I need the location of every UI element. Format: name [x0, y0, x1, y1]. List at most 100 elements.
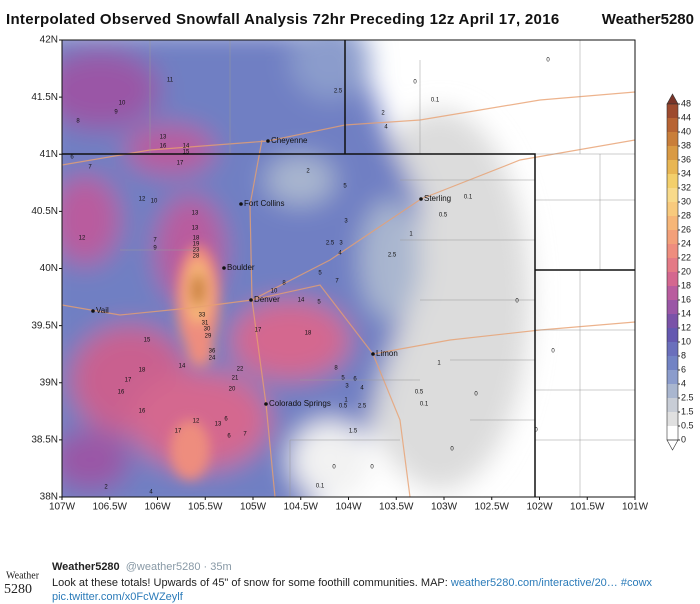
colorbar-swatch	[667, 328, 678, 342]
colorbar-swatch	[667, 230, 678, 244]
snow-amount: 2	[306, 169, 310, 175]
snow-amount: 29	[205, 334, 212, 340]
snow-amount: 14	[183, 144, 190, 150]
lat-label: 42N	[40, 35, 58, 46]
snow-amount: 1	[409, 232, 413, 238]
colorbar-label: 10	[681, 336, 691, 346]
colorbar-swatch	[667, 258, 678, 272]
tweet-pic[interactable]: pic.twitter.com/x0FcWZeylf	[52, 591, 184, 603]
snow-amount: 21	[232, 376, 239, 382]
tweet-name[interactable]: Weather5280	[52, 561, 120, 573]
snow-amount: 0	[546, 58, 550, 64]
lat-label: 39.5N	[31, 320, 58, 331]
snow-amount: 0.1	[420, 402, 429, 408]
tweet: Weather5280 @weather5280 · 35m	[52, 561, 232, 573]
colorbar-label: 48	[681, 98, 691, 108]
colorbar-swatch	[667, 160, 678, 174]
colorbar-label: 20	[681, 266, 691, 276]
city-label: Fort Collins	[244, 199, 284, 208]
snow-amount: 13	[192, 211, 199, 217]
snow-amount: 0.5	[439, 213, 448, 219]
colorbar-swatch	[667, 202, 678, 216]
snow-amount: 16	[139, 409, 146, 415]
lat-label: 40.5N	[31, 206, 58, 217]
colorbar-swatch	[667, 300, 678, 314]
colorbar-swatch	[667, 132, 678, 146]
colorbar-swatch	[667, 272, 678, 286]
tweet-text: Look at these totals! Upwards of 45" of …	[52, 577, 451, 589]
snow-amount: 17	[177, 161, 184, 167]
snow-amount: 7	[243, 432, 247, 438]
colorbar-label: 36	[681, 154, 691, 164]
colorbar-swatch	[667, 216, 678, 230]
lat-label: 39N	[40, 377, 58, 388]
colorbar-label: 40	[681, 126, 691, 136]
colorbar-swatch	[667, 244, 678, 258]
snow-amount: 0	[515, 299, 519, 305]
snow-amount: 2	[381, 111, 385, 117]
tweet-body: Look at these totals! Upwards of 45" of …	[52, 577, 653, 589]
snow-amount: 1	[437, 361, 441, 367]
colorbar-swatch	[667, 370, 678, 384]
lat-label: 41.5N	[31, 92, 58, 103]
snow-amount: 2.5	[326, 241, 335, 247]
colorbar-label: 44	[681, 112, 691, 122]
tweet-link[interactable]: weather5280.com/interactive/20…	[450, 577, 618, 589]
snow-amount: 7	[335, 279, 339, 285]
snow-amount: 0	[551, 349, 555, 355]
snow-amount: 7	[88, 165, 92, 171]
colorbar-label: 32	[681, 182, 691, 192]
city-label: Sterling	[424, 194, 451, 203]
lon-label: 102.5W	[475, 502, 510, 513]
colorbar-cap	[666, 439, 679, 451]
city-dot	[239, 202, 243, 206]
snow-amount: 4	[360, 386, 364, 392]
colorbar-swatch	[667, 104, 678, 118]
snow-amount: 0	[332, 465, 336, 471]
snow-amount: 13	[192, 226, 199, 232]
city-dot	[91, 309, 95, 313]
colorbar-label: 14	[681, 308, 691, 318]
lon-label: 104W	[335, 502, 362, 513]
snow-amount: 0.1	[431, 98, 440, 104]
title: Interpolated Observed Snowfall Analysis …	[6, 11, 559, 28]
tweet-hashtag[interactable]: #cowx	[621, 577, 653, 589]
snow-amount: 28	[193, 254, 200, 260]
colorbar-swatch	[667, 426, 678, 440]
snow-amount: 16	[160, 144, 167, 150]
snow-amount: 31	[202, 321, 209, 327]
snow-amount: 36	[209, 349, 216, 355]
snow-amount: 2.5	[358, 404, 367, 410]
snow-amount: 9	[114, 110, 118, 116]
snow-amount: 5	[341, 376, 345, 382]
colorbar-swatch	[667, 188, 678, 202]
snow-amount: 23	[193, 248, 200, 254]
snow-amount: 3	[345, 384, 349, 390]
colorbar-swatch	[667, 286, 678, 300]
lon-label: 105.5W	[188, 502, 223, 513]
city-dot	[222, 266, 226, 270]
snow-amount: 2	[104, 485, 108, 491]
snow-amount: 9	[153, 246, 157, 252]
city-dot	[419, 197, 423, 201]
avatar-bottom: 5280	[4, 582, 32, 597]
snow-amount: 0.1	[316, 484, 325, 490]
snow-amount: 22	[237, 367, 244, 373]
colorbar-label: 28	[681, 210, 691, 220]
snow-amount: 18	[139, 368, 146, 374]
city-label: Boulder	[227, 263, 255, 272]
snow-amount: 3	[344, 219, 348, 225]
colorbar-label: 0	[681, 434, 686, 444]
colorbar-swatch	[667, 356, 678, 370]
snow-amount: 24	[209, 356, 216, 362]
lon-label: 105W	[240, 502, 267, 513]
snow-amount: 10	[271, 289, 278, 295]
lon-label: 106W	[144, 502, 171, 513]
snow-amount: 8	[334, 366, 338, 372]
colorbar-label: 22	[681, 252, 691, 262]
colorbar-label: 4	[681, 378, 686, 388]
tweet-handle[interactable]: @weather5280 · 35m	[126, 561, 232, 573]
snow-amount: 5	[317, 300, 321, 306]
colorbar-label: 38	[681, 140, 691, 150]
